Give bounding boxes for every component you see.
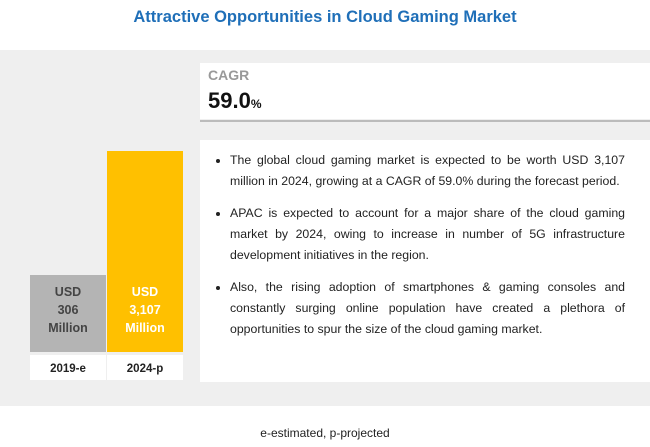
- x-tick-label: 2024-p: [127, 363, 163, 375]
- bullet: The global cloud gaming market is expect…: [230, 150, 625, 192]
- category-box: [107, 355, 183, 380]
- value-label-line: 3,107: [129, 303, 160, 317]
- value-label-line: 306: [58, 303, 79, 317]
- value-label-line: Million: [48, 321, 88, 335]
- bullet: Also, the rising adoption of smartphones…: [230, 277, 625, 340]
- cagr-box: [200, 63, 650, 119]
- cagr-number: 59.0: [208, 88, 251, 113]
- cagr-label: CAGR: [208, 67, 249, 83]
- cagr-unit: %: [251, 97, 262, 111]
- value-label-line: USD: [132, 285, 158, 299]
- value-label-line: Million: [125, 321, 165, 335]
- value-label: USD 3,107 Million: [125, 285, 165, 335]
- bar: [30, 275, 106, 352]
- chart-title: Attractive Opportunities in Cloud Gaming…: [133, 8, 517, 26]
- value-label-line: USD: [55, 285, 81, 299]
- bar: [107, 151, 183, 352]
- bullet-list: The global cloud gaming market is expect…: [212, 150, 625, 351]
- footnote: e-estimated, p-projected: [260, 426, 389, 440]
- text-box: [200, 140, 650, 382]
- cagr-value: 59.0%: [208, 88, 262, 113]
- value-label: USD 306 Million: [48, 285, 88, 335]
- category-box: [30, 355, 106, 380]
- x-tick-label: 2019-e: [50, 363, 86, 375]
- bullet: APAC is expected to account for a major …: [230, 203, 625, 266]
